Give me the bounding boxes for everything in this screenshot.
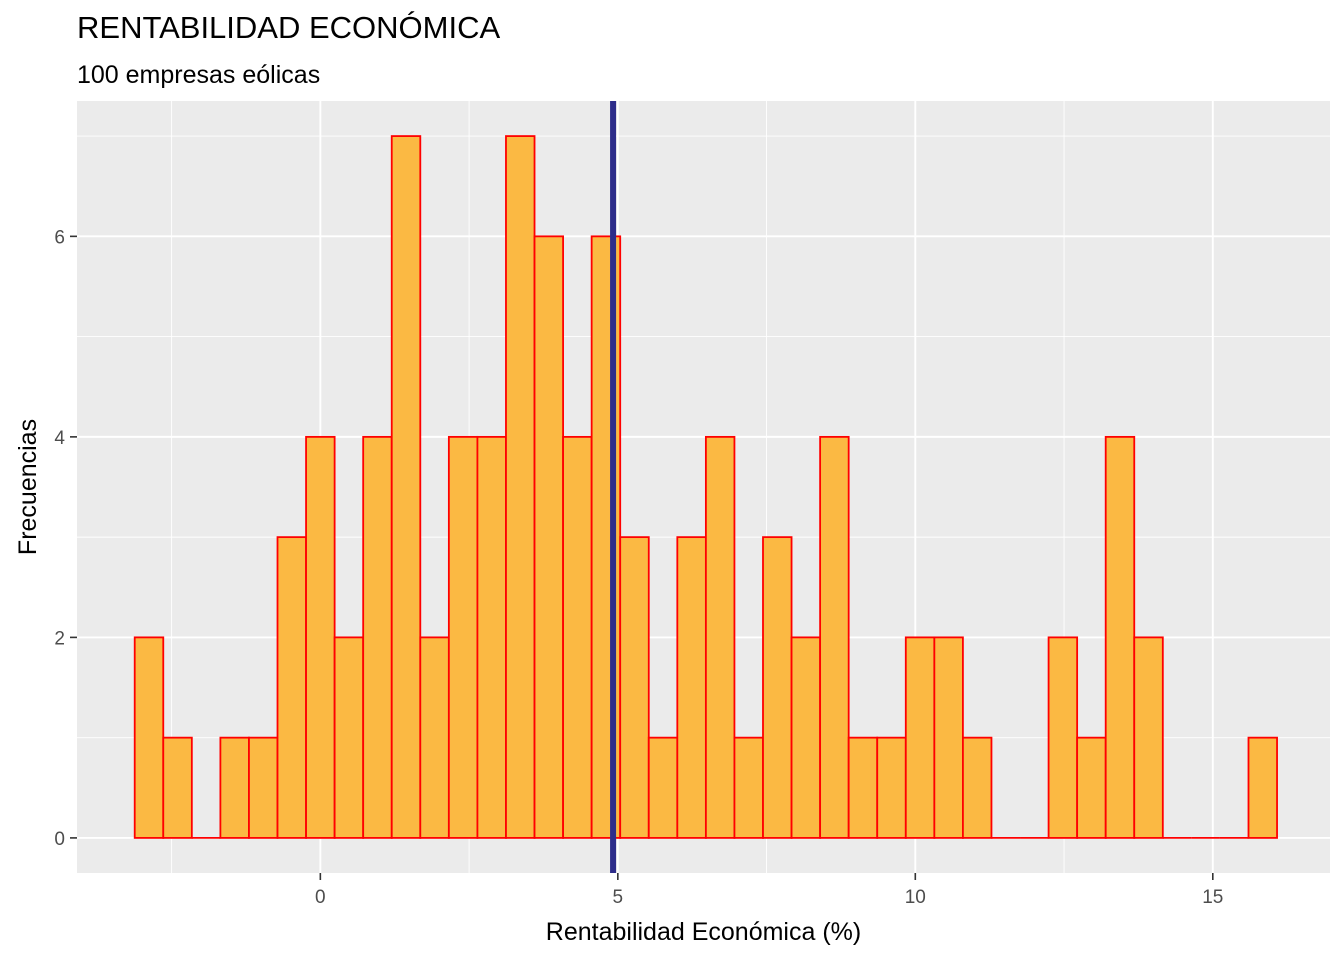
histogram-bar (704, 435, 736, 839)
histogram-bar (647, 736, 679, 839)
histogram-bar (505, 135, 536, 839)
x-tick-label: 5 (613, 887, 624, 908)
histogram-bar (762, 536, 793, 839)
histogram-bar (1104, 435, 1136, 839)
x-tick-label: 0 (315, 887, 326, 908)
histogram-bar (162, 736, 193, 839)
histogram-bar (933, 636, 964, 839)
histogram-bar (819, 435, 850, 839)
histogram-bar (248, 736, 279, 839)
histogram-bar (1247, 736, 1278, 839)
y-tick-label: 6 (54, 227, 65, 248)
histogram-bar (390, 135, 422, 839)
histogram-bar (562, 435, 593, 839)
histogram-bar (333, 636, 365, 839)
histogram-bar (619, 536, 650, 839)
x-tick-label: 15 (1202, 887, 1223, 908)
histogram-bar (904, 636, 936, 839)
histogram-bar (733, 736, 764, 839)
histogram-bars (133, 135, 1278, 839)
histogram-bar (276, 536, 307, 839)
histogram-bar (1076, 736, 1107, 839)
histogram-bar (476, 435, 507, 839)
histogram-bar (790, 636, 822, 839)
histogram-bar (419, 636, 450, 839)
histogram-bar (1047, 636, 1079, 839)
histogram-bar (305, 435, 336, 839)
x-axis-title: Rentabilidad Económica (%) (546, 918, 861, 946)
histogram-bar (133, 636, 165, 839)
histogram-bar (876, 736, 907, 839)
histogram-bar (533, 235, 564, 839)
x-tick-label: 10 (905, 887, 926, 908)
y-axis-title: Frecuencias (14, 419, 42, 555)
histogram-bar (219, 736, 250, 839)
histogram-bar (676, 536, 707, 839)
y-tick-label: 2 (54, 628, 65, 649)
histogram-bar (1133, 636, 1164, 839)
chart-subtitle: 100 empresas eólicas (77, 61, 321, 89)
histogram-bar (362, 435, 393, 839)
histogram-bar (847, 736, 879, 839)
axes: 0 5 10 15 0 2 4 6 (54, 227, 1223, 908)
histogram-bar (962, 736, 993, 839)
y-tick-label: 4 (54, 428, 65, 449)
chart-title: RENTABILIDAD ECONÓMICA (77, 10, 501, 45)
y-tick-label: 0 (54, 829, 65, 850)
histogram-bar (447, 435, 479, 839)
